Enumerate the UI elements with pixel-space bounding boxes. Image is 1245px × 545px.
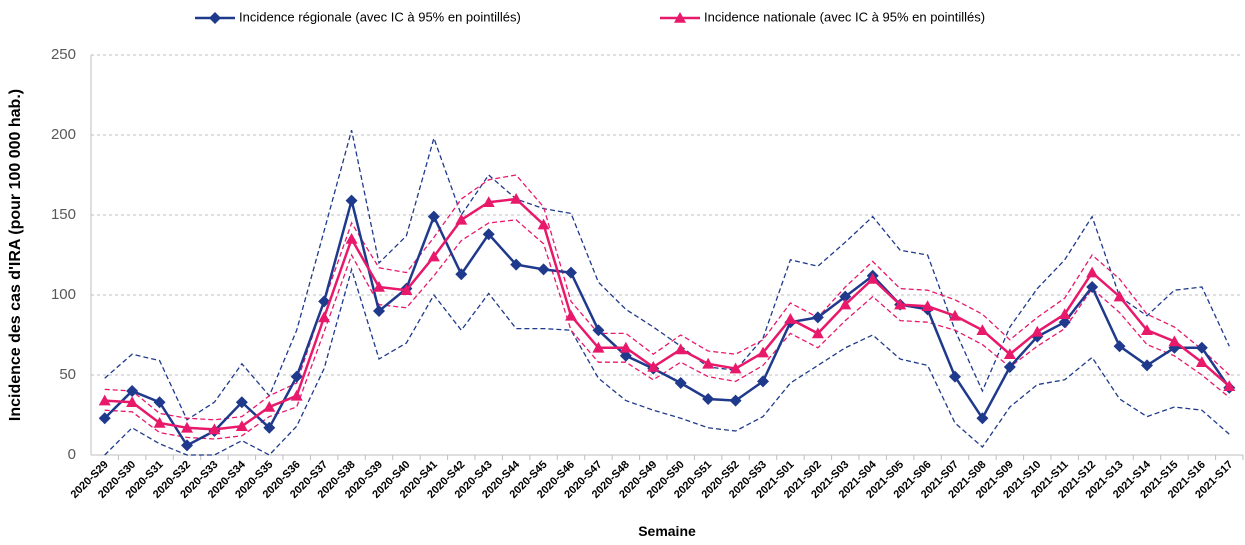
y-axis-label: Incidence des cas d'IRA (pour 100 000 ha… — [7, 89, 24, 421]
marker — [455, 213, 468, 225]
marker — [784, 313, 797, 324]
marker — [98, 394, 111, 406]
marker — [263, 421, 276, 434]
marker — [674, 343, 687, 355]
series-line — [104, 197, 1231, 431]
marker — [455, 268, 468, 281]
marker — [811, 327, 824, 339]
marker — [619, 349, 632, 362]
marker — [235, 396, 248, 409]
marker — [153, 417, 166, 428]
legend-label: Incidence régionale (avec IC à 95% en po… — [239, 9, 521, 24]
y-tick-label: 250 — [51, 46, 76, 63]
marker — [510, 258, 523, 271]
marker — [1113, 340, 1126, 353]
marker — [1113, 290, 1126, 302]
marker — [702, 357, 715, 369]
legend-marker — [209, 12, 221, 24]
marker — [126, 396, 139, 407]
marker — [757, 346, 769, 358]
legend-label: Incidence nationale (avec IC à 95% en po… — [704, 9, 985, 24]
marker — [537, 263, 550, 276]
legend-marker — [674, 12, 686, 23]
marker — [345, 233, 358, 244]
marker — [482, 196, 495, 207]
marker — [482, 228, 495, 241]
marker — [1141, 359, 1153, 372]
marker — [318, 295, 331, 308]
marker — [976, 324, 989, 335]
marker — [153, 396, 166, 409]
marker — [811, 311, 824, 324]
marker — [866, 273, 879, 284]
marker — [894, 298, 907, 310]
marker — [619, 341, 632, 353]
y-tick-label: 50 — [59, 366, 76, 383]
marker — [1058, 308, 1071, 319]
marker — [1003, 348, 1016, 359]
marker — [921, 300, 934, 311]
marker — [839, 290, 852, 303]
marker — [318, 311, 331, 323]
marker — [1058, 316, 1071, 329]
marker — [1003, 361, 1016, 373]
marker — [949, 309, 961, 321]
y-tick-label: 150 — [51, 206, 76, 223]
ci-line — [104, 267, 1230, 456]
marker — [729, 394, 742, 407]
y-tick-label: 200 — [51, 126, 76, 143]
marker — [235, 420, 248, 431]
marker — [290, 389, 303, 401]
marker — [565, 266, 577, 279]
marker — [181, 439, 193, 452]
marker — [1031, 325, 1044, 337]
marker — [1195, 356, 1208, 367]
marker — [757, 375, 769, 388]
marker — [674, 377, 687, 389]
marker — [647, 361, 660, 372]
marker — [1086, 281, 1099, 293]
marker — [263, 401, 276, 412]
marker — [592, 341, 605, 353]
marker — [345, 194, 358, 207]
marker — [949, 370, 961, 383]
marker — [126, 385, 139, 397]
marker — [537, 218, 550, 230]
x-axis-label: Semaine — [638, 523, 696, 539]
marker — [98, 412, 111, 425]
marker — [1195, 341, 1208, 354]
marker — [1168, 335, 1181, 347]
marker — [729, 362, 742, 374]
y-tick-label: 0 — [68, 446, 76, 463]
marker — [208, 423, 221, 435]
marker — [702, 393, 715, 405]
marker — [839, 298, 852, 310]
marker — [1086, 266, 1099, 278]
marker — [510, 193, 523, 204]
marker — [427, 250, 440, 262]
marker — [373, 305, 385, 317]
marker — [1223, 380, 1236, 391]
marker — [181, 421, 193, 433]
ci-line — [104, 174, 1230, 421]
marker — [976, 412, 989, 425]
marker — [427, 210, 440, 223]
y-tick-label: 100 — [51, 286, 76, 303]
marker — [290, 370, 303, 383]
marker — [565, 309, 577, 321]
marker — [373, 281, 385, 292]
ci-line — [104, 219, 1230, 440]
marker — [592, 324, 605, 337]
marker — [1141, 324, 1153, 335]
marker — [400, 284, 413, 295]
